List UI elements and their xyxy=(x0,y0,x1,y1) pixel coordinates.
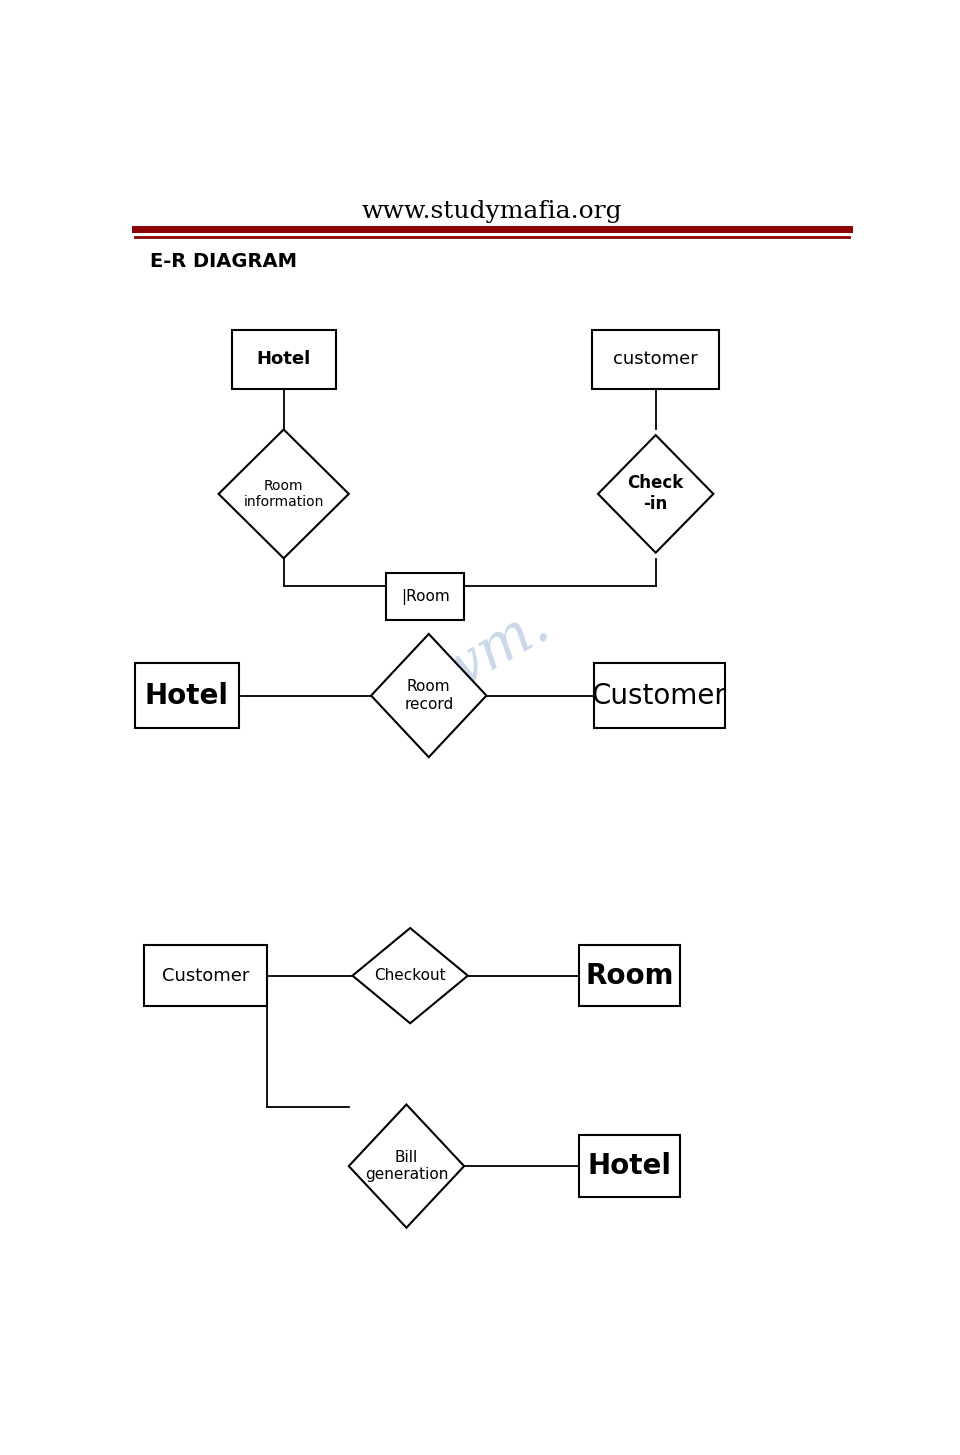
Text: wm.: wm. xyxy=(424,595,560,706)
Polygon shape xyxy=(219,429,348,559)
Text: Hotel: Hotel xyxy=(145,681,228,710)
Text: Room
information: Room information xyxy=(244,479,324,509)
Text: Hotel: Hotel xyxy=(588,1152,672,1180)
Text: Check
-in: Check -in xyxy=(628,474,684,514)
Text: |Room: |Room xyxy=(400,589,449,605)
Text: Bill
generation: Bill generation xyxy=(365,1149,448,1183)
Text: E-R DIAGRAM: E-R DIAGRAM xyxy=(150,253,297,272)
Text: Room: Room xyxy=(586,962,674,989)
Text: Hotel: Hotel xyxy=(256,351,311,368)
FancyBboxPatch shape xyxy=(580,944,680,1007)
FancyBboxPatch shape xyxy=(580,1135,680,1197)
Polygon shape xyxy=(352,928,468,1023)
Text: Customer: Customer xyxy=(592,681,727,710)
Text: www.studymafia.org: www.studymafia.org xyxy=(362,201,622,223)
Polygon shape xyxy=(372,634,487,757)
Text: Room
record: Room record xyxy=(404,679,453,711)
FancyBboxPatch shape xyxy=(592,330,719,388)
FancyBboxPatch shape xyxy=(231,330,336,388)
FancyBboxPatch shape xyxy=(134,663,239,728)
FancyBboxPatch shape xyxy=(386,573,464,620)
FancyBboxPatch shape xyxy=(594,663,725,728)
FancyBboxPatch shape xyxy=(144,944,267,1007)
Text: customer: customer xyxy=(613,351,698,368)
Polygon shape xyxy=(348,1104,464,1228)
Text: Checkout: Checkout xyxy=(374,968,446,984)
Text: Customer: Customer xyxy=(162,966,250,985)
Polygon shape xyxy=(598,435,713,553)
